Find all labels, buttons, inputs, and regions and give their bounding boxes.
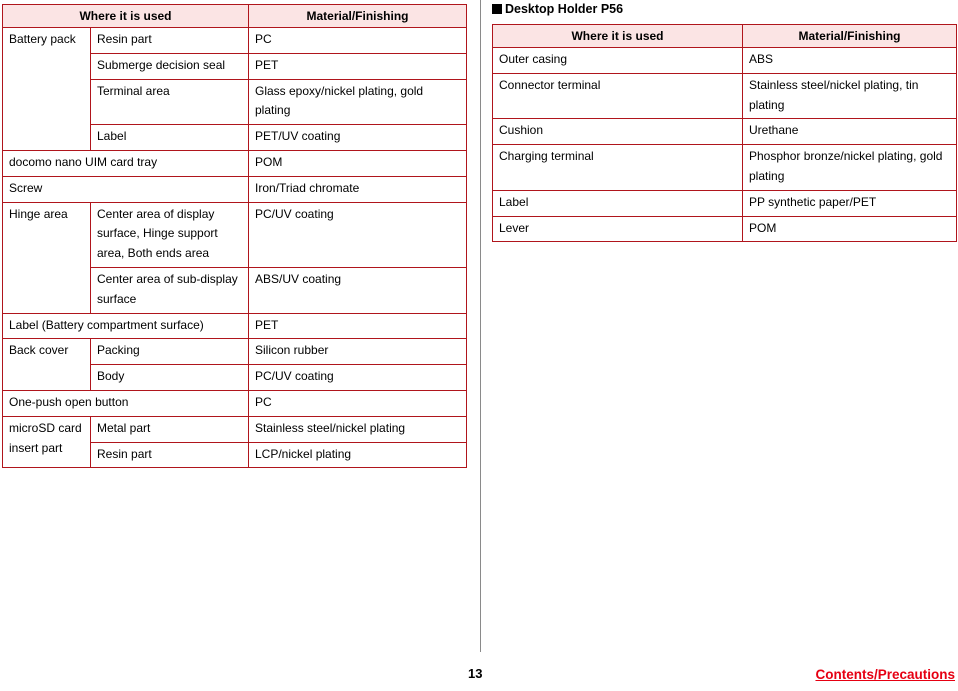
column-header-material: Material/Finishing xyxy=(742,24,957,48)
table-cell: docomo nano UIM card tray xyxy=(2,149,249,177)
chapter-link[interactable]: Contents/Precautions xyxy=(815,667,955,682)
section-title: Desktop Holder P56 xyxy=(492,2,956,16)
table-cell: One-push open button xyxy=(2,389,249,417)
table-cell: Glass epoxy/nickel plating, gold plating xyxy=(248,78,467,126)
table-header-row: Where it is used Material/Finishing xyxy=(492,24,957,48)
table-cell: Charging terminal xyxy=(492,144,743,191)
table-header-row: Where it is used Material/Finishing xyxy=(2,4,467,28)
table-cell: Label xyxy=(492,189,743,217)
table-cell: Phosphor bronze/nickel plating, gold pla… xyxy=(742,144,957,191)
column-header-material: Material/Finishing xyxy=(248,4,467,28)
table-cell: POM xyxy=(742,215,957,243)
table-cell: Stainless steel/nickel plating, tin plat… xyxy=(742,72,957,120)
table-cell: Center area of sub-display surface xyxy=(90,266,249,314)
table-cell: Connector terminal xyxy=(492,72,743,120)
table-cell: PET/UV coating xyxy=(248,124,467,151)
table-row: microSD card insert part Metal part Stai… xyxy=(2,415,467,469)
table-cell: Submerge decision seal xyxy=(90,52,249,80)
table-cell: Body xyxy=(90,364,249,391)
table-cell: Urethane xyxy=(742,118,957,146)
table-cell: PP synthetic paper/PET xyxy=(742,189,957,217)
table-cell: POM xyxy=(248,149,467,177)
table-cell: Terminal area xyxy=(90,78,249,126)
table-row: Back cover Packing Silicon rubber xyxy=(2,338,467,391)
table-row: Resin part LCP/nickel plating xyxy=(3,441,467,469)
table-row: Charging terminal Phosphor bronze/nickel… xyxy=(492,144,957,191)
table-row: Center area of sub-display surface ABS/U… xyxy=(3,266,467,314)
table-cell: PET xyxy=(248,52,467,80)
table-row: Cushion Urethane xyxy=(492,118,957,146)
table-cell: Back cover xyxy=(2,338,91,391)
table-cell: Hinge area xyxy=(2,201,91,314)
table-cell: Resin part xyxy=(90,27,249,54)
table-row: Hinge area Center area of display surfac… xyxy=(2,201,467,314)
column-header-used: Where it is used xyxy=(2,4,249,28)
table-row: One-push open button PC xyxy=(2,389,467,417)
table-row: Outer casing ABS xyxy=(492,47,957,74)
table-cell: Iron/Triad chromate xyxy=(248,175,467,203)
table-cell: Screw xyxy=(2,175,249,203)
table-row: Connector terminal Stainless steel/nicke… xyxy=(492,72,957,120)
table-cell: ABS xyxy=(742,47,957,74)
table-row: Label PP synthetic paper/PET xyxy=(492,189,957,217)
table-cell: Outer casing xyxy=(492,47,743,74)
table-row: Terminal area Glass epoxy/nickel plating… xyxy=(3,78,467,126)
table-cell: PC/UV coating xyxy=(248,201,467,268)
table-row: Screw Iron/Triad chromate xyxy=(2,175,467,203)
table-cell: Metal part xyxy=(90,415,249,443)
section-bullet-icon xyxy=(492,4,502,14)
right-column: Desktop Holder P56 Where it is used Mate… xyxy=(492,2,957,243)
table-cell: Label xyxy=(90,124,249,151)
page-number: 13 xyxy=(468,666,483,681)
table-cell: Resin part xyxy=(90,441,249,469)
materials-table-general: Where it is used Material/Finishing Batt… xyxy=(2,4,467,469)
left-column: Where it is used Material/Finishing Batt… xyxy=(2,4,467,469)
table-cell: Center area of display surface, Hinge su… xyxy=(90,201,249,268)
table-row: Label PET/UV coating xyxy=(3,124,467,151)
table-row: Submerge decision seal PET xyxy=(3,52,467,80)
table-row: Lever POM xyxy=(492,215,957,243)
table-row: docomo nano UIM card tray POM xyxy=(2,149,467,177)
section-title-text: Desktop Holder P56 xyxy=(505,2,624,16)
column-header-used: Where it is used xyxy=(492,24,743,48)
table-cell: microSD card insert part xyxy=(2,415,91,469)
table-row: Battery pack Resin part PC xyxy=(2,27,467,151)
table-cell: Label (Battery compartment surface) xyxy=(2,312,249,340)
table-cell: Lever xyxy=(492,215,743,243)
table-row: Label (Battery compartment surface) PET xyxy=(2,312,467,340)
table-cell: LCP/nickel plating xyxy=(248,441,467,469)
table-cell: PC/UV coating xyxy=(248,364,467,391)
table-cell: ABS/UV coating xyxy=(248,266,467,314)
materials-table-desktop-holder: Where it is used Material/Finishing Oute… xyxy=(492,24,957,243)
table-cell: Battery pack xyxy=(2,27,91,151)
table-cell: PC xyxy=(248,27,467,54)
table-cell: Silicon rubber xyxy=(248,338,467,366)
table-cell: Stainless steel/nickel plating xyxy=(248,415,467,443)
table-row: Body PC/UV coating xyxy=(3,364,467,391)
table-cell: PET xyxy=(248,312,467,340)
table-cell: PC xyxy=(248,389,467,417)
column-divider xyxy=(480,0,481,652)
table-cell: Cushion xyxy=(492,118,743,146)
table-cell: Packing xyxy=(90,338,249,366)
